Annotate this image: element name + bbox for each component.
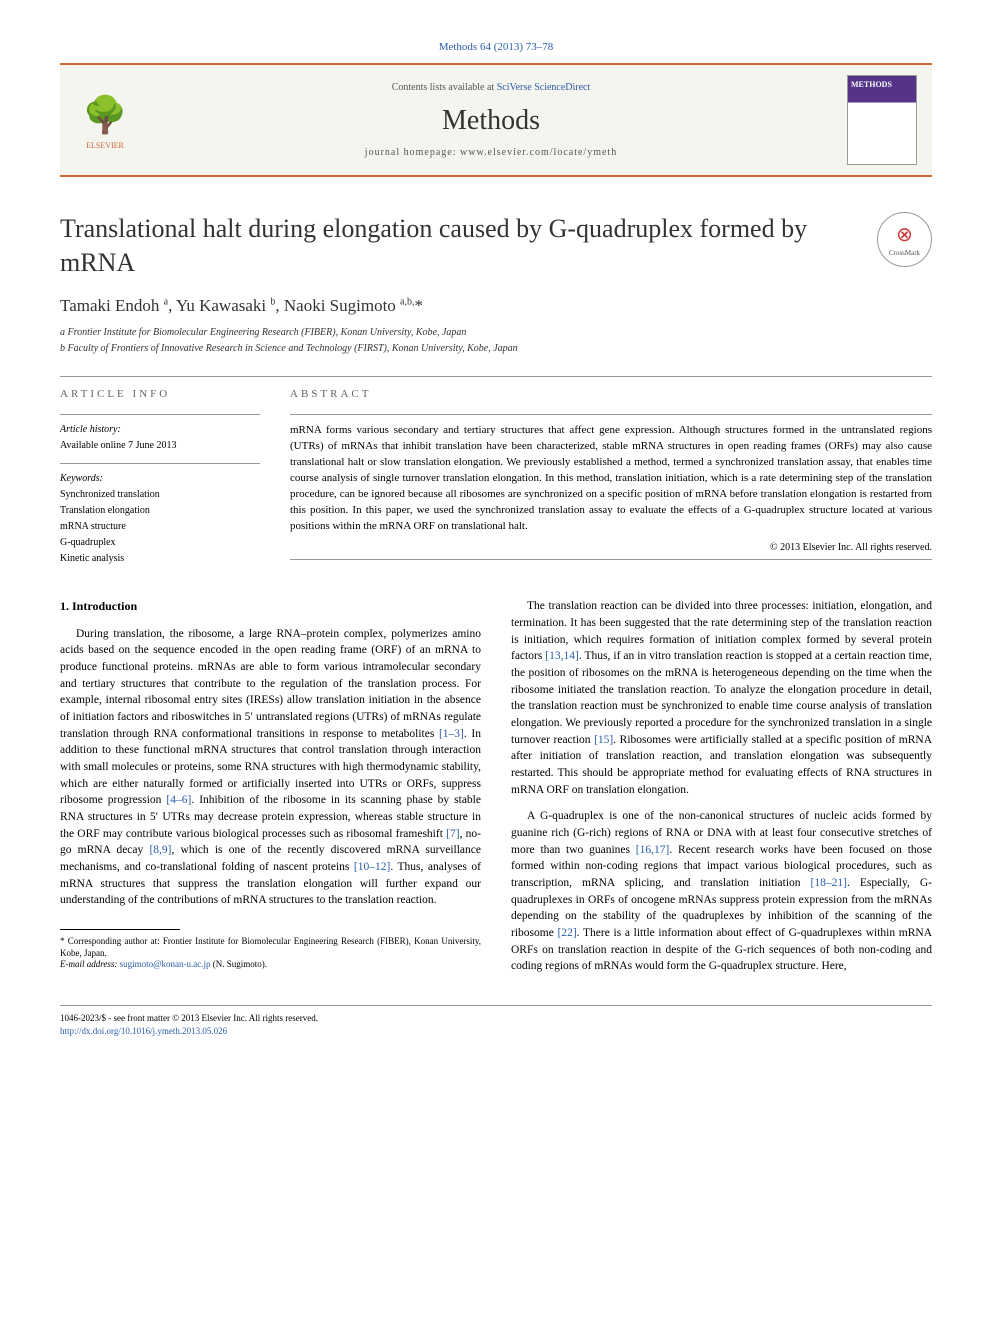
article-info-label: ARTICLE INFO <box>60 387 260 402</box>
journal-header: 🌳 ELSEVIER Contents lists available at S… <box>60 63 932 177</box>
homepage-url[interactable]: www.elsevier.com/locate/ymeth <box>460 147 617 158</box>
intro-paragraph-2: The translation reaction can be divided … <box>511 598 932 798</box>
email-label: E-mail address: <box>60 959 120 969</box>
issn-copyright-line: 1046-2023/$ - see front matter © 2013 El… <box>60 1012 318 1037</box>
article-page: Methods 64 (2013) 73–78 🌳 ELSEVIER Conte… <box>0 0 992 1077</box>
history-heading: Article history: <box>60 423 260 437</box>
bottom-info: 1046-2023/$ - see front matter © 2013 El… <box>60 1012 932 1037</box>
issn-text: 1046-2023/$ - see front matter © 2013 El… <box>60 1012 318 1025</box>
header-center: Contents lists available at SciVerse Sci… <box>155 81 827 160</box>
email-footnote: E-mail address: sugimoto@konan-u.ac.jp (… <box>60 959 481 971</box>
title-block: Translational halt during elongation cau… <box>60 212 932 280</box>
left-column: 1. Introduction During translation, the … <box>60 598 481 985</box>
info-divider-2 <box>60 463 260 464</box>
crossmark-icon: ⊗ <box>896 221 913 249</box>
info-abstract-row: ARTICLE INFO Article history: Available … <box>60 387 932 568</box>
affiliations: a Frontier Institute for Biomolecular En… <box>60 326 932 356</box>
keyword: mRNA structure <box>60 520 260 534</box>
keywords-list: Synchronized translation Translation elo… <box>60 488 260 566</box>
intro-paragraph-3: A G-quadruplex is one of the non-canonic… <box>511 808 932 975</box>
bottom-divider <box>60 1005 932 1006</box>
abstract-divider-bottom <box>290 559 932 560</box>
abstract-divider <box>290 414 932 415</box>
authors-line: Tamaki Endoh a, Yu Kawasaki b, Naoki Sug… <box>60 294 932 318</box>
abstract-text: mRNA forms various secondary and tertiar… <box>290 423 932 535</box>
footnote-divider <box>60 929 180 930</box>
keyword: Synchronized translation <box>60 488 260 502</box>
keyword: Kinetic analysis <box>60 552 260 566</box>
divider-top <box>60 376 932 377</box>
info-divider-1 <box>60 414 260 415</box>
section-1-heading: 1. Introduction <box>60 598 481 615</box>
abstract-label: ABSTRACT <box>290 387 932 402</box>
doi-link[interactable]: http://dx.doi.org/10.1016/j.ymeth.2013.0… <box>60 1026 227 1036</box>
crossmark-label: CrossMark <box>889 249 920 259</box>
affiliation-b: b Faculty of Frontiers of Innovative Res… <box>60 342 932 356</box>
history-text: Available online 7 June 2013 <box>60 439 260 453</box>
journal-cover-thumbnail[interactable]: METHODS <box>847 75 917 165</box>
homepage-prefix: journal homepage: <box>365 147 460 158</box>
homepage-line: journal homepage: www.elsevier.com/locat… <box>155 146 827 160</box>
keyword: Translation elongation <box>60 504 260 518</box>
abstract-copyright: © 2013 Elsevier Inc. All rights reserved… <box>290 541 932 555</box>
sciencedirect-link[interactable]: SciVerse ScienceDirect <box>497 82 591 93</box>
author-email-link[interactable]: sugimoto@konan-u.ac.jp <box>120 959 211 969</box>
corresponding-author-footnote: * Corresponding author at: Frontier Inst… <box>60 936 481 959</box>
keyword: G-quadruplex <box>60 536 260 550</box>
right-column: The translation reaction can be divided … <box>511 598 932 985</box>
article-title: Translational halt during elongation cau… <box>60 212 857 280</box>
abstract-column: ABSTRACT mRNA forms various secondary an… <box>290 387 932 568</box>
intro-paragraph-1: During translation, the ribosome, a larg… <box>60 626 481 909</box>
publisher-name: ELSEVIER <box>86 140 124 151</box>
affiliation-a: a Frontier Institute for Biomolecular En… <box>60 326 932 340</box>
crossmark-badge[interactable]: ⊗ CrossMark <box>877 212 932 267</box>
article-info-column: ARTICLE INFO Article history: Available … <box>60 387 260 568</box>
contents-prefix: Contents lists available at <box>392 82 497 93</box>
body-columns: 1. Introduction During translation, the … <box>60 598 932 985</box>
journal-name: Methods <box>155 101 827 140</box>
email-suffix: (N. Sugimoto). <box>210 959 267 969</box>
elsevier-tree-icon: 🌳 <box>83 90 128 140</box>
citation-line: Methods 64 (2013) 73–78 <box>60 40 932 55</box>
keywords-heading: Keywords: <box>60 472 260 486</box>
cover-title: METHODS <box>851 79 913 90</box>
contents-available-line: Contents lists available at SciVerse Sci… <box>155 81 827 95</box>
elsevier-logo[interactable]: 🌳 ELSEVIER <box>75 85 135 155</box>
